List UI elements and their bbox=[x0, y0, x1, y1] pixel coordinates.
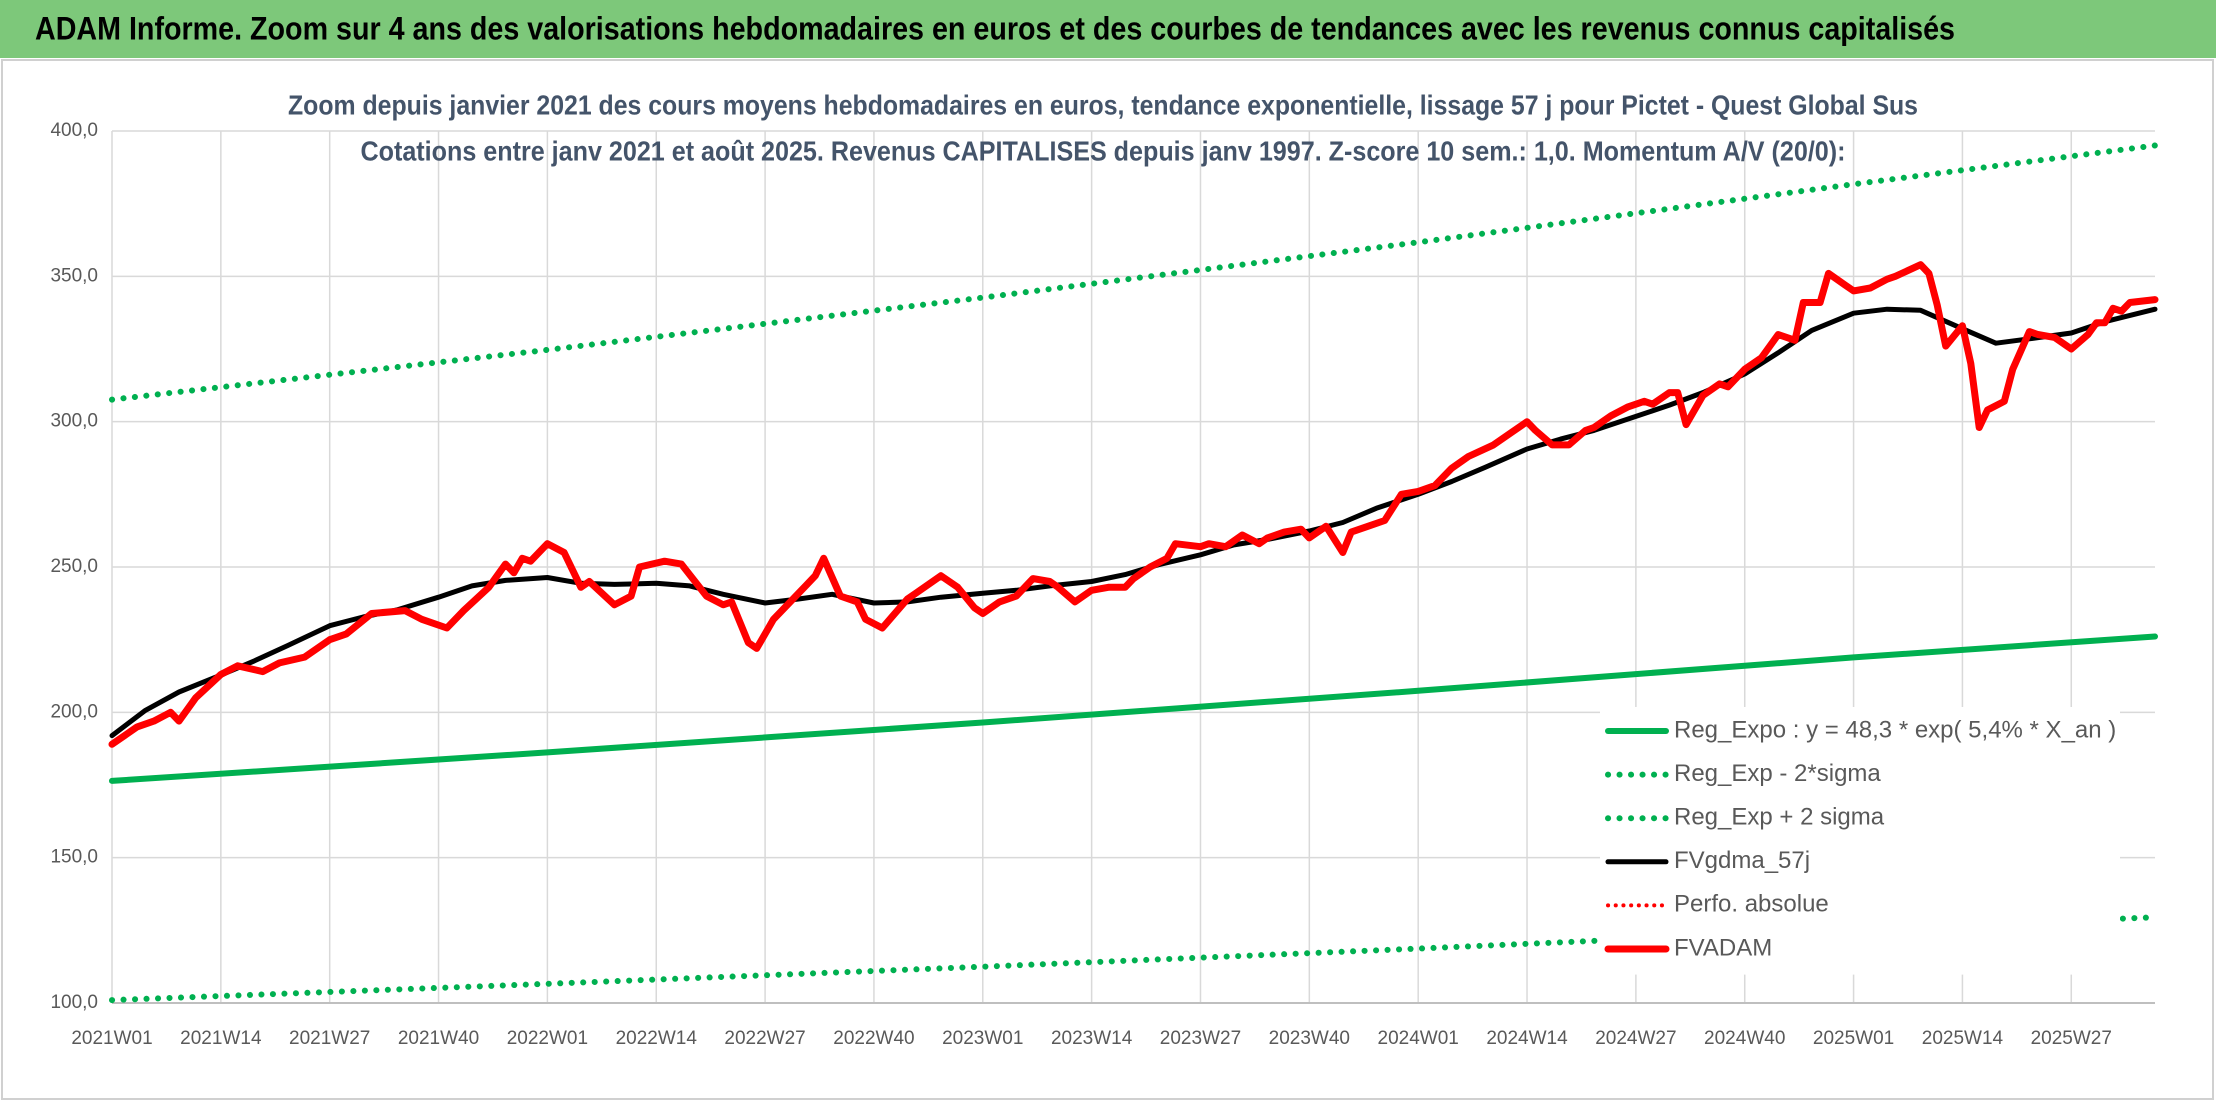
chart-border bbox=[1, 59, 2214, 1100]
x-tick-label: 2024W40 bbox=[1704, 1028, 1785, 1049]
chart-title: Zoom depuis janvier 2021 des cours moyen… bbox=[288, 89, 1918, 120]
series-line bbox=[109, 306, 2158, 739]
legend-background bbox=[1600, 707, 2120, 975]
header-title: ADAM Informe. Zoom sur 4 ans des valoris… bbox=[35, 10, 1955, 46]
x-tick-label: 2024W27 bbox=[1595, 1028, 1676, 1049]
y-tick-label: 250,0 bbox=[50, 556, 98, 577]
x-tick-label: 2023W01 bbox=[942, 1028, 1023, 1049]
x-tick-label: 2025W27 bbox=[2031, 1028, 2112, 1049]
x-tick-label: 2021W40 bbox=[398, 1028, 479, 1049]
y-tick-label: 200,0 bbox=[50, 701, 98, 722]
y-tick-label: 100,0 bbox=[50, 992, 98, 1013]
header-bar bbox=[0, 0, 2216, 58]
x-tick-label: 2023W14 bbox=[1051, 1028, 1133, 1049]
x-tick-label: 2024W14 bbox=[1486, 1028, 1568, 1049]
x-tick-label: 2025W01 bbox=[1813, 1028, 1894, 1049]
x-tick-label: 2021W27 bbox=[289, 1028, 370, 1049]
x-tick-label: 2024W01 bbox=[1378, 1028, 1459, 1049]
x-tick-label: 2022W14 bbox=[616, 1028, 698, 1049]
y-tick-label: 300,0 bbox=[50, 411, 98, 432]
series-line bbox=[109, 633, 2158, 784]
legend-label: Reg_Exp - 2*sigma bbox=[1674, 760, 1881, 787]
x-tick-label: 2022W01 bbox=[507, 1028, 588, 1049]
y-tick-label: 150,0 bbox=[50, 847, 98, 868]
series-line bbox=[109, 142, 2158, 403]
x-tick-label: 2025W14 bbox=[1922, 1028, 2004, 1049]
legend-label: Perfo. absolue bbox=[1674, 891, 1829, 918]
x-tick-label: 2023W40 bbox=[1269, 1028, 1350, 1049]
series-line bbox=[108, 261, 2159, 748]
legend-label: Reg_Exp + 2 sigma bbox=[1674, 804, 1885, 831]
legend-label: Reg_Expo : y = 48,3 * exp( 5,4% * X_an ) bbox=[1674, 716, 2116, 743]
chart-subtitle: Cotations entre janv 2021 et août 2025. … bbox=[361, 135, 1846, 166]
legend-label: FVgdma_57j bbox=[1674, 847, 1810, 874]
x-tick-label: 2023W27 bbox=[1160, 1028, 1241, 1049]
x-tick-label: 2021W01 bbox=[71, 1028, 152, 1049]
y-tick-label: 400,0 bbox=[50, 120, 98, 141]
legend: Reg_Expo : y = 48,3 * exp( 5,4% * X_an )… bbox=[1600, 707, 2120, 975]
y-tick-label: 350,0 bbox=[50, 265, 98, 286]
x-tick-label: 2022W27 bbox=[724, 1028, 805, 1049]
x-tick-label: 2021W14 bbox=[180, 1028, 262, 1049]
legend-label: FVADAM bbox=[1674, 934, 1772, 961]
x-tick-label: 2022W40 bbox=[833, 1028, 914, 1049]
